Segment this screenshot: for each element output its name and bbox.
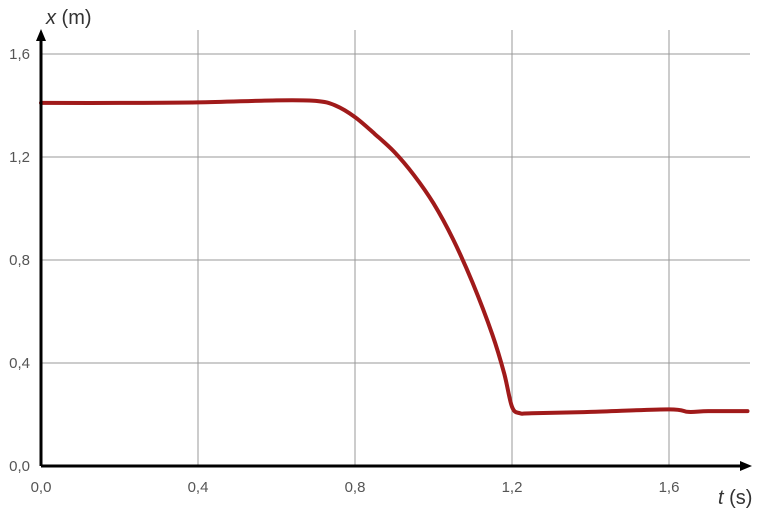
y-tick-label: 0,8 — [9, 252, 30, 269]
x-axis-label: t (s) — [718, 487, 752, 509]
x-axis-arrow — [740, 461, 752, 471]
y-tick-label: 0,4 — [9, 355, 30, 372]
x-tick-label: 0,8 — [345, 479, 366, 496]
y-axis-label: x (m) — [45, 7, 92, 29]
y-axis-arrow — [36, 29, 46, 41]
tick-labels: 0,0 0,4 0,8 1,2 1,6 0,0 0,4 0,8 1,2 1,6 — [9, 46, 679, 496]
x-tick-label: 1,2 — [502, 479, 523, 496]
x-tick-label: 1,6 — [659, 479, 680, 496]
y-tick-label: 0,0 — [9, 458, 30, 475]
x-tick-label: 0,0 — [31, 479, 52, 496]
y-tick-label: 1,2 — [9, 149, 30, 166]
x-tick-label: 0,4 — [188, 479, 209, 496]
y-tick-label: 1,6 — [9, 46, 30, 63]
series-line — [39, 98, 750, 416]
grid — [41, 30, 750, 466]
